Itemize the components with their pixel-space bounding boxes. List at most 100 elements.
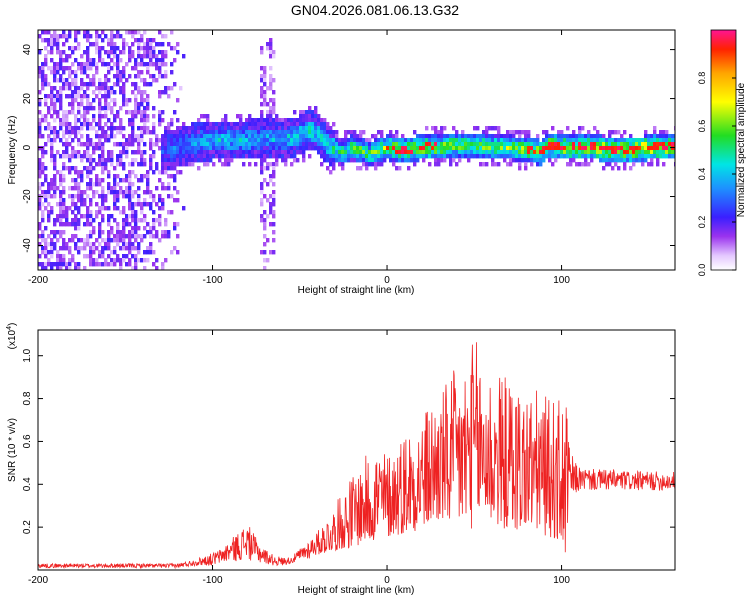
spectrogram-cell	[104, 106, 108, 111]
spectrogram-cell	[308, 146, 312, 151]
spectrogram-cell	[185, 158, 189, 163]
spectrogram-cell	[188, 130, 192, 135]
spectrogram-cell	[473, 126, 477, 131]
spectrogram-cell	[176, 222, 180, 227]
spectrogram-cell	[593, 126, 597, 131]
spectrogram-cell	[209, 130, 213, 135]
spectrogram-cell	[101, 194, 105, 199]
spectrogram-cell	[194, 154, 198, 159]
spectrogram-cell	[377, 154, 381, 159]
spectrogram-cell	[200, 126, 204, 131]
spectrogram-cell	[314, 130, 318, 135]
spectrogram-cell	[641, 162, 645, 167]
spectrogram-cell	[146, 114, 150, 119]
spectrogram-cell	[251, 118, 255, 123]
spectrogram-cell	[59, 170, 63, 175]
spectrogram-cell	[644, 138, 648, 143]
spectrogram-cell	[71, 70, 75, 75]
spectrogram-cell	[134, 190, 138, 195]
spectrogram-cell	[68, 170, 72, 175]
spectrogram-cell	[170, 142, 174, 147]
spectrogram-cell	[146, 202, 150, 207]
spectrogram-cell	[512, 158, 516, 163]
spectrogram-cell	[254, 150, 258, 155]
spectrogram-cell	[191, 154, 195, 159]
spectrogram-cell	[182, 158, 186, 163]
spectrogram-cell	[53, 166, 57, 171]
spectrogram-cell	[260, 138, 264, 143]
spectrogram-cell	[554, 142, 558, 147]
spectrogram-cell	[104, 194, 108, 199]
spectrogram-cell	[272, 150, 276, 155]
spectrogram-cell	[158, 222, 162, 227]
spectrogram-cell	[578, 142, 582, 147]
spectrogram-cell	[443, 138, 447, 143]
spectrogram-cell	[110, 158, 114, 163]
spectrogram-cell	[530, 146, 534, 151]
spectrogram-cell	[137, 54, 141, 59]
spectrogram-cell	[581, 154, 585, 159]
spectrogram-cell	[86, 154, 90, 159]
spectrogram-cell	[197, 126, 201, 131]
spectrogram-cell	[311, 118, 315, 123]
spectrogram-cell	[290, 146, 294, 151]
spectrogram-cell	[644, 158, 648, 163]
spectrogram-cell	[107, 238, 111, 243]
spectrogram-cell	[176, 42, 180, 47]
spectrogram-cell	[200, 138, 204, 143]
spectrogram-cell	[176, 146, 180, 151]
spectrogram-cell	[239, 150, 243, 155]
spectrogram-cell	[113, 142, 117, 147]
spectrogram-cell	[326, 142, 330, 147]
spectrogram-cell	[89, 162, 93, 167]
spectrogram-cell	[53, 70, 57, 75]
spectrogram-cell	[128, 238, 132, 243]
spectrogram-cell	[98, 34, 102, 39]
spectrogram-cell	[110, 214, 114, 219]
spectrogram-cell	[92, 58, 96, 63]
spectrogram-cell	[53, 34, 57, 39]
spectrogram-cell	[653, 138, 657, 143]
spectrogram-cell	[119, 258, 123, 263]
spectrogram-cell	[470, 146, 474, 151]
spectrogram-cell	[494, 150, 498, 155]
spectrogram-cell	[143, 82, 147, 87]
spectrogram-cell	[527, 134, 531, 139]
spectrogram-cell	[59, 258, 63, 263]
spectrogram-cell	[323, 122, 327, 127]
spectrogram-cell	[155, 58, 159, 63]
spectrogram-cell	[86, 166, 90, 171]
spectrogram-cell	[68, 142, 72, 147]
spectrogram-cell	[443, 146, 447, 151]
spectrogram-cell	[389, 150, 393, 155]
spectrogram-cell	[554, 154, 558, 159]
spectrogram-cell	[326, 126, 330, 131]
spectrogram-cell	[53, 242, 57, 247]
spectrogram-cell	[140, 102, 144, 107]
spectrogram-cell	[140, 94, 144, 99]
spectrogram-cell	[107, 230, 111, 235]
spectrogram-cell	[161, 50, 165, 55]
spectrogram-cell	[482, 162, 486, 167]
spectrogram-cell	[101, 94, 105, 99]
spectrogram-cell	[110, 150, 114, 155]
spectrogram-cell	[101, 142, 105, 147]
spectrogram-cell	[86, 82, 90, 87]
spectrogram-cell	[320, 154, 324, 159]
spectrogram-cell	[137, 138, 141, 143]
spectrogram-cell	[86, 170, 90, 175]
spectrogram-cell	[569, 134, 573, 139]
spectrogram-cell	[623, 138, 627, 143]
spectrogram-cell	[113, 194, 117, 199]
spectrogram-cell	[56, 250, 60, 255]
spectrogram-cell	[86, 86, 90, 91]
spectrogram-cell	[158, 62, 162, 67]
spectrogram-cell	[95, 146, 99, 151]
spectrogram-cell	[74, 182, 78, 187]
spectrogram-cell	[596, 134, 600, 139]
spectrogram-cell	[260, 46, 264, 51]
spectrogram-cell	[479, 150, 483, 155]
spectrogram-cell	[230, 138, 234, 143]
spectrogram-cell	[272, 230, 276, 235]
spectrogram-cell	[320, 138, 324, 143]
